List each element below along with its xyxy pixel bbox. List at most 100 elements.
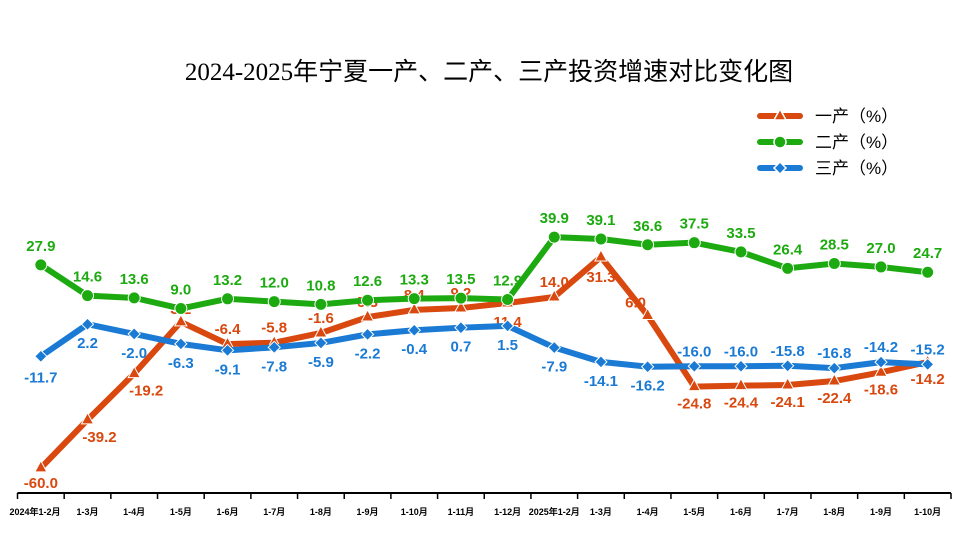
data-label: -14.2 bbox=[911, 371, 945, 388]
data-label: -14.1 bbox=[584, 373, 618, 390]
data-label: -24.8 bbox=[677, 396, 711, 413]
data-label: 33.5 bbox=[726, 225, 755, 242]
x-tick-label: 1-4月 bbox=[637, 507, 659, 517]
data-label: -22.4 bbox=[817, 390, 852, 407]
data-label: -6.4 bbox=[215, 321, 242, 338]
x-tick-label: 1-9月 bbox=[870, 507, 892, 517]
diamond-marker bbox=[827, 361, 842, 375]
x-tick-label: 1-4月 bbox=[123, 507, 145, 517]
data-label: 39.9 bbox=[540, 210, 569, 227]
diamond-marker bbox=[314, 336, 328, 350]
diamond-marker bbox=[920, 357, 935, 372]
data-label: 13.6 bbox=[120, 271, 149, 288]
legend-label: 三产（%） bbox=[815, 159, 898, 178]
data-label: 6.0 bbox=[625, 294, 646, 311]
data-label: -16.8 bbox=[817, 345, 851, 362]
diamond-marker bbox=[500, 319, 515, 333]
diamond-marker bbox=[874, 355, 888, 369]
diamond-marker bbox=[220, 343, 235, 358]
data-label: 27.0 bbox=[866, 240, 895, 257]
diamond-marker bbox=[780, 359, 795, 373]
data-label: -7.8 bbox=[261, 358, 287, 375]
diamond-marker bbox=[687, 359, 701, 373]
triangle-marker bbox=[734, 377, 748, 391]
data-label: -16.2 bbox=[631, 378, 665, 395]
circle-marker bbox=[874, 260, 888, 274]
series-line bbox=[37, 254, 931, 471]
data-label: 13.5 bbox=[446, 271, 475, 288]
data-label: -7.9 bbox=[541, 359, 567, 376]
data-label: 39.1 bbox=[586, 212, 615, 229]
diamond-marker bbox=[454, 320, 468, 335]
circle-marker bbox=[734, 245, 748, 259]
circle-marker bbox=[81, 289, 95, 303]
diamond-marker bbox=[267, 340, 281, 355]
triangle-marker bbox=[174, 313, 188, 327]
x-tick-label: 1-5月 bbox=[683, 507, 705, 517]
data-label: -5.9 bbox=[308, 354, 334, 371]
data-label: -15.2 bbox=[911, 341, 945, 358]
series-2: 27.9 14.6 13.6 9.0 13.2 12.0 10.8 12.6 13.3 13.5 1… bbox=[26, 210, 942, 316]
x-tick-label: 1-10月 bbox=[401, 507, 428, 517]
legend-item: 一产（%） bbox=[757, 107, 898, 126]
circle-marker bbox=[921, 265, 935, 279]
x-tick-label: 1-9月 bbox=[357, 507, 379, 517]
data-label: -19.2 bbox=[129, 383, 163, 400]
data-label: 2.2 bbox=[77, 335, 98, 352]
triangle-marker bbox=[874, 364, 888, 377]
triangle-marker bbox=[80, 411, 95, 425]
data-label: -39.2 bbox=[82, 429, 116, 446]
x-tick-label: 2025年1-2月 bbox=[529, 506, 580, 517]
circle-marker bbox=[407, 292, 421, 306]
circle-marker bbox=[781, 261, 795, 275]
data-label: -60.0 bbox=[24, 475, 58, 492]
triangle-marker bbox=[127, 365, 142, 379]
circle-marker bbox=[641, 238, 655, 252]
triangle-marker bbox=[547, 288, 562, 302]
data-label: 26.4 bbox=[773, 241, 803, 258]
triangle-marker bbox=[687, 378, 702, 392]
data-label: 37.5 bbox=[680, 216, 709, 233]
data-label: 12.0 bbox=[260, 275, 289, 292]
data-label: 13.2 bbox=[213, 272, 242, 289]
data-label: 27.9 bbox=[26, 238, 55, 255]
data-label: -11.7 bbox=[24, 369, 57, 386]
x-tick-label: 1-8月 bbox=[310, 507, 332, 517]
data-label: 0.7 bbox=[450, 339, 471, 356]
diamond-marker bbox=[127, 327, 141, 341]
data-label: 1.5 bbox=[497, 337, 518, 354]
diamond-marker bbox=[772, 160, 788, 176]
circle-marker bbox=[361, 293, 375, 307]
data-label: -24.1 bbox=[771, 394, 805, 411]
series-3: -11.7 2.2 -2.0 -6.3 -9.1 -7.8 -5.9 -2.2 -0.4 0.7 1… bbox=[24, 317, 945, 395]
legend-item: 三产（%） bbox=[757, 159, 898, 178]
diamond-marker bbox=[174, 337, 188, 351]
x-tick-label: 2024年1-2月 bbox=[10, 506, 61, 517]
legend-label: 一产（%） bbox=[815, 107, 898, 126]
data-label: 28.5 bbox=[820, 236, 849, 253]
diamond-marker bbox=[640, 360, 655, 374]
circle-marker bbox=[547, 230, 561, 244]
legend-item: 二产（%） bbox=[757, 133, 898, 152]
data-label: -24.4 bbox=[724, 395, 759, 412]
x-tick-label: 1-3月 bbox=[77, 507, 99, 517]
x-tick-label: 1-3月 bbox=[590, 507, 612, 517]
circle-marker bbox=[501, 293, 515, 307]
diamond-marker bbox=[594, 355, 608, 369]
triangle-marker bbox=[594, 248, 608, 262]
x-tick-label: 1-6月 bbox=[217, 507, 239, 517]
data-label: -9.1 bbox=[215, 361, 241, 378]
circle-marker bbox=[221, 292, 235, 306]
chart-title: 2024-2025年宁夏一产、二产、三产投资增速对比变化图 bbox=[184, 59, 794, 86]
circle-marker bbox=[267, 295, 281, 309]
legend-label: 二产（%） bbox=[815, 133, 898, 152]
circle-marker bbox=[127, 291, 141, 305]
diamond-marker bbox=[360, 327, 375, 342]
triangle-marker bbox=[772, 107, 788, 121]
data-label: -16.0 bbox=[724, 343, 758, 360]
diamond-marker bbox=[34, 349, 48, 364]
series-line bbox=[37, 321, 931, 372]
x-tick-label: 1-7月 bbox=[777, 507, 799, 517]
circle-marker bbox=[314, 297, 328, 311]
x-tick-label: 1-12月 bbox=[494, 507, 521, 517]
